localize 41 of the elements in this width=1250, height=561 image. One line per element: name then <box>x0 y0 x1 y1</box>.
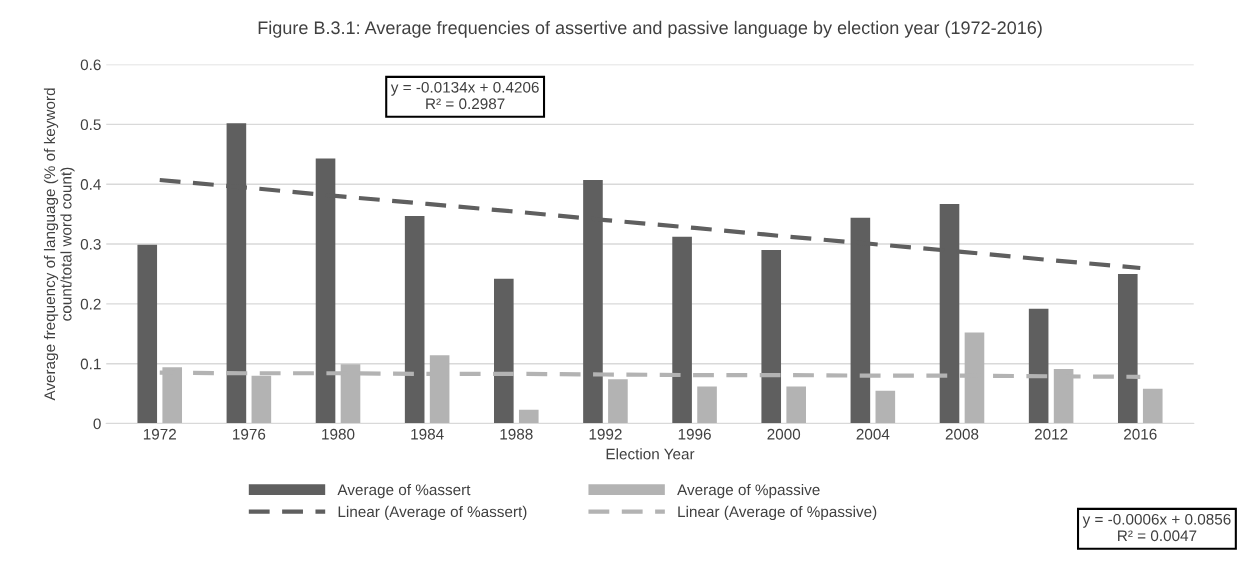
bar <box>608 379 628 424</box>
annotation: y = -0.0134x + 0.4206 R² = 0.2987 <box>390 81 539 110</box>
bar <box>1117 273 1138 424</box>
bar <box>761 250 782 424</box>
x-tick-label: 2016 <box>1124 428 1157 440</box>
x-axis-title: Election Year <box>606 448 695 460</box>
bar <box>1142 388 1163 424</box>
x-tick-label: 2012 <box>1034 428 1068 440</box>
bar <box>518 409 539 424</box>
y-tick-label: 0.3 <box>80 238 101 250</box>
y-tick-label: 0 <box>93 418 101 430</box>
bar <box>494 278 514 424</box>
legend-label: Linear (Average of %assert) <box>338 505 527 521</box>
text: y = -0.0006x + 0.0856 R² = 0.0047 <box>1082 513 1231 542</box>
x-tick-label: 1992 <box>589 428 622 440</box>
x-tick-label: 1976 <box>233 428 266 440</box>
x-tick-label: 2008 <box>945 428 979 440</box>
y-tick-label: 0.1 <box>80 358 101 370</box>
y-tick-label: 0.6 <box>80 59 101 71</box>
bar <box>875 390 896 424</box>
bar <box>786 386 806 424</box>
legend-label: Average of %passive <box>677 483 820 499</box>
y-tick-label: 0.5 <box>80 119 101 131</box>
bar <box>672 236 692 424</box>
x-tick-label: 1988 <box>500 428 533 440</box>
x-tick-label: 2004 <box>856 428 890 440</box>
x-tick-label: 2000 <box>767 428 801 440</box>
bar <box>404 215 425 424</box>
y-axis-title: Average frequency of language (% of keyword count/total word count) <box>43 88 75 401</box>
y-tick-label: 0.4 <box>80 179 101 190</box>
x-tick-label: 1972 <box>143 428 176 440</box>
bar <box>137 244 158 424</box>
y-tick-label: 0.2 <box>80 298 101 310</box>
x-tick-label: 1984 <box>411 428 444 440</box>
x-tick-label: 1996 <box>678 428 711 440</box>
x-tick-label: 1980 <box>322 428 355 440</box>
legend-label: Average of %assert <box>337 484 471 499</box>
bar <box>697 386 717 424</box>
legend-label: Linear (Average of %passive) <box>678 505 877 521</box>
bar <box>1028 308 1049 424</box>
chart-title: Figure B.3.1: Average frequencies of assertive and passive language by election year (1972-2016) <box>258 20 1042 38</box>
